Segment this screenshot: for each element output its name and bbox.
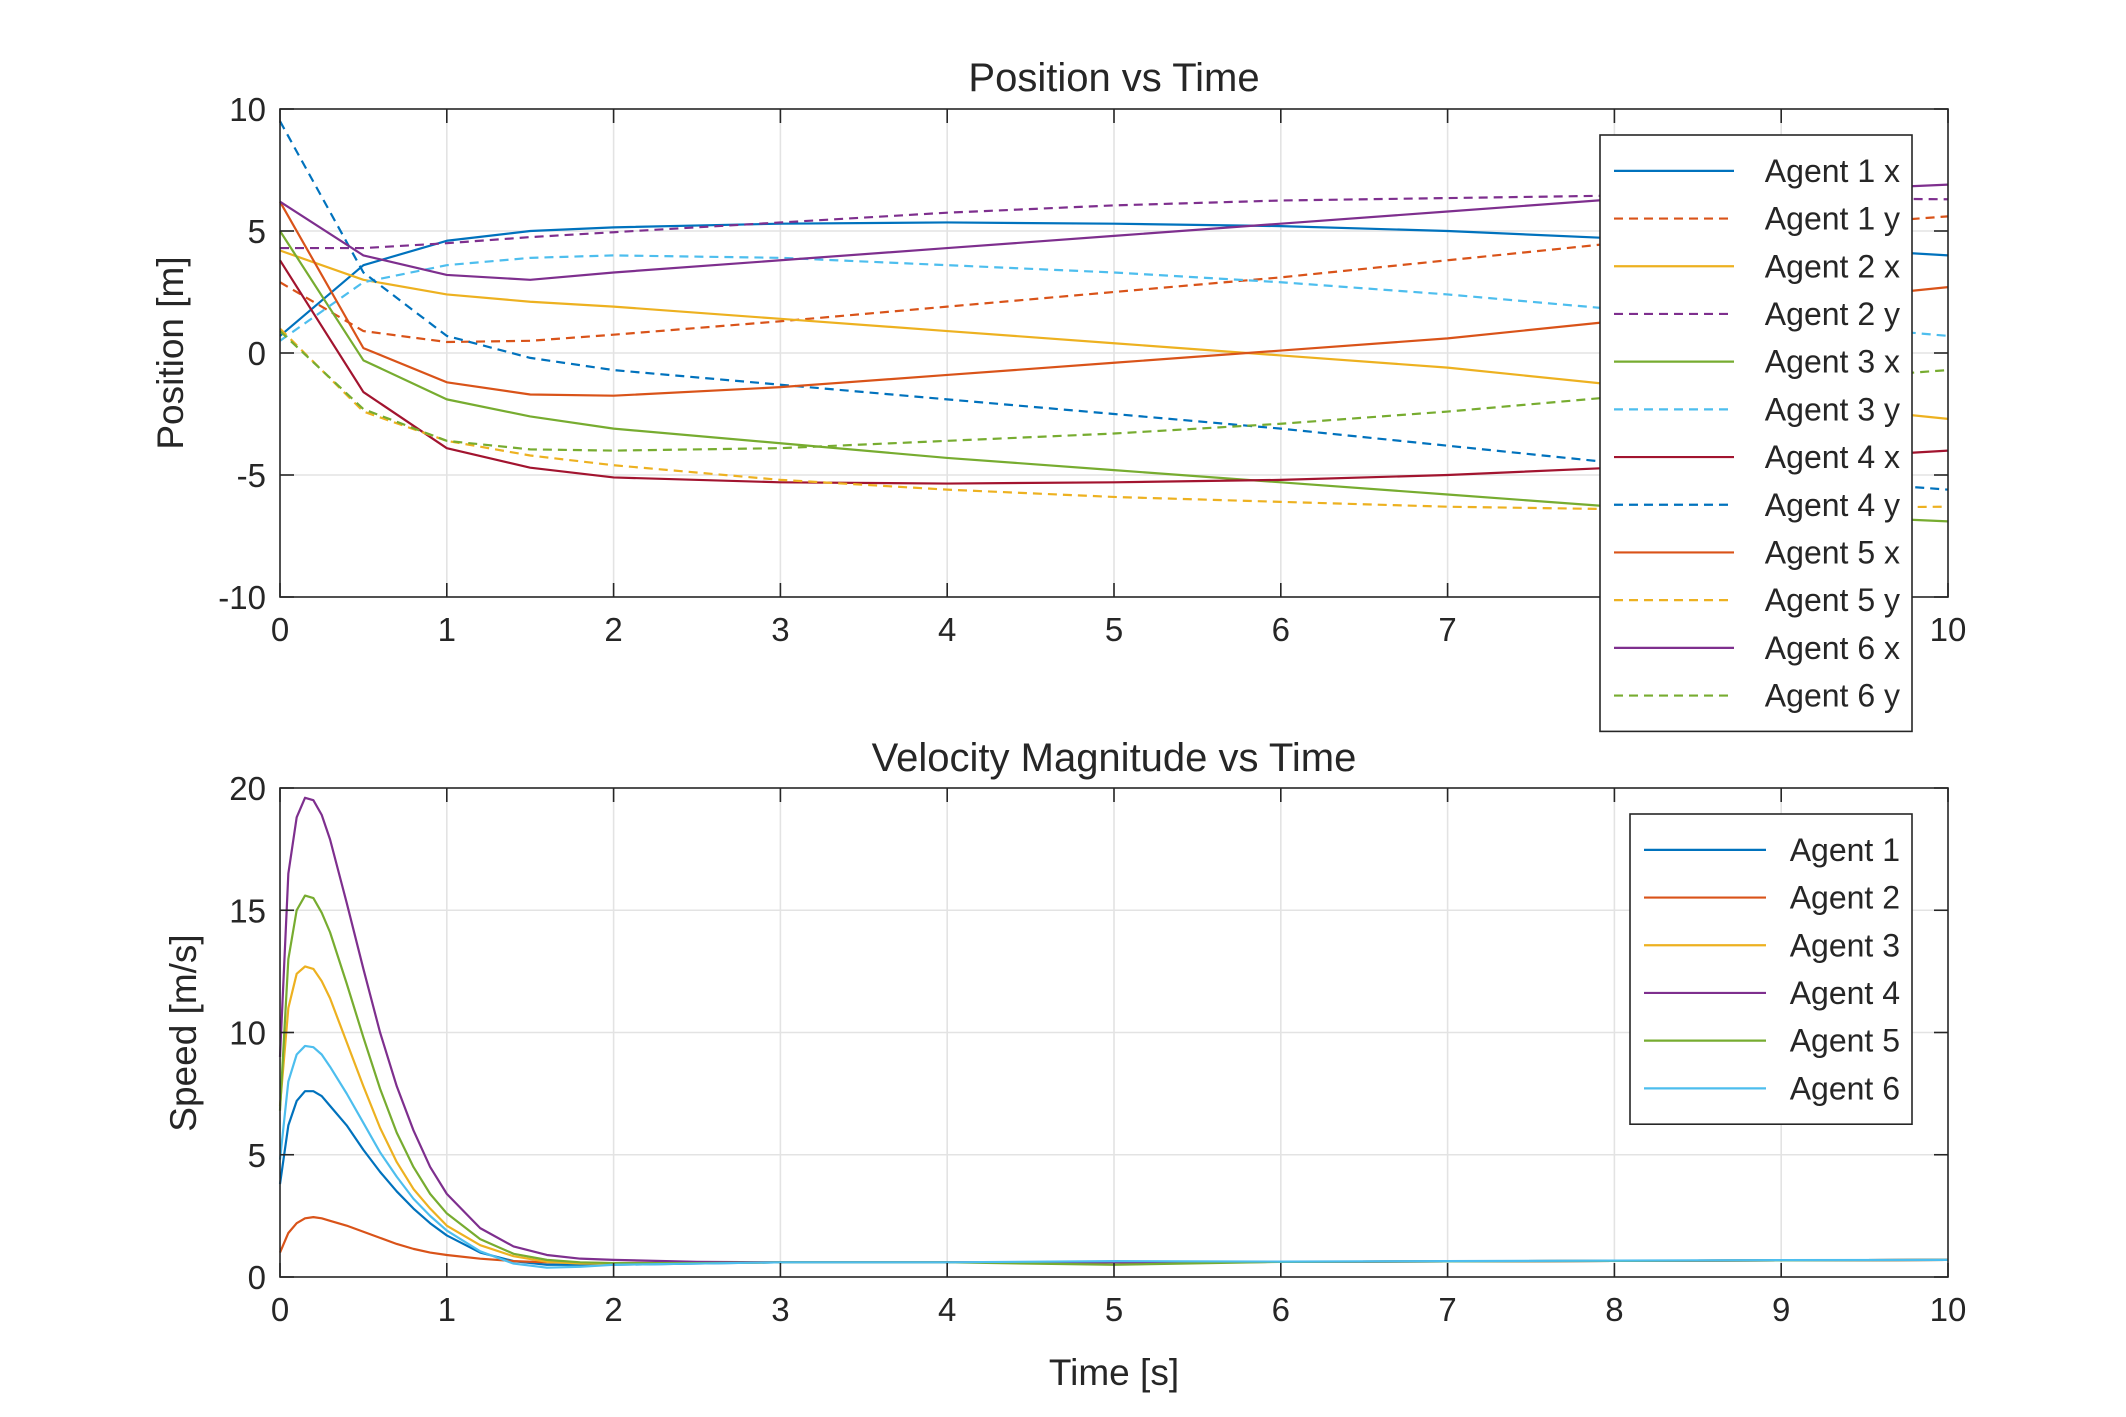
velocity-series-group <box>278 796 1949 1269</box>
position-chart-title: Position vs Time <box>968 56 1259 100</box>
velocity-legend-label-1: Agent 1 <box>1790 832 1900 868</box>
velocity-x-tick-label: 1 <box>438 1291 456 1328</box>
position-series-line-10 <box>279 327 1949 511</box>
velocity-x-tick-label: 5 <box>1105 1291 1123 1328</box>
position-x-tick-label: 10 <box>1930 611 1967 648</box>
velocity-series-line-6 <box>278 1044 1949 1269</box>
velocity-y-axis-label: Speed [m/s] <box>163 934 204 1131</box>
velocity-x-tick-label: 7 <box>1438 1291 1456 1328</box>
velocity-y-tick-label: 15 <box>229 892 266 929</box>
position-legend-label-8: Agent 4 y <box>1765 487 1900 523</box>
velocity-x-tick-label: 2 <box>604 1291 622 1328</box>
velocity-legend-label-2: Agent 2 <box>1790 880 1900 916</box>
velocity-legend-label-4: Agent 4 <box>1790 975 1900 1011</box>
velocity-y-tick-label: 20 <box>229 770 266 807</box>
position-y-tick-label: 0 <box>248 335 266 372</box>
position-legend-label-1: Agent 1 x <box>1765 153 1900 189</box>
position-legend-label-11: Agent 6 x <box>1765 630 1900 666</box>
position-x-tick-label: 4 <box>938 611 956 648</box>
position-legend-label-6: Agent 3 y <box>1765 391 1900 427</box>
position-legend-box <box>1599 134 1913 733</box>
velocity-x-tick-label: 8 <box>1605 1291 1623 1328</box>
velocity-x-tick-label: 6 <box>1272 1291 1290 1328</box>
position-y-tick-label: -10 <box>218 579 266 616</box>
velocity-legend: Agent 1 Agent 2 Agent 3 Agent 4 Agent 5 Agent… <box>1629 813 1913 1126</box>
position-x-tick-label: 3 <box>771 611 789 648</box>
position-legend-label-9: Agent 5 x <box>1765 534 1900 570</box>
velocity-y-tick-label: 10 <box>229 1015 266 1052</box>
position-x-tick-label: 5 <box>1105 611 1123 648</box>
velocity-y-tick-label: 5 <box>248 1137 266 1174</box>
velocity-y-tick-label: 0 <box>248 1259 266 1296</box>
position-series-line-8 <box>279 120 1949 491</box>
velocity-x-tick-label: 10 <box>1930 1291 1967 1328</box>
position-y-ticks: -10 -5 0 5 10 <box>218 91 1948 616</box>
position-legend-label-3: Agent 2 x <box>1765 248 1900 284</box>
velocity-x-tick-label: 9 <box>1772 1291 1790 1328</box>
position-legend-label-4: Agent 2 y <box>1765 296 1900 332</box>
position-x-tick-label: 6 <box>1272 611 1290 648</box>
velocity-x-axis-label: Time [s] <box>1049 1352 1179 1393</box>
velocity-y-ticks: 0 5 10 15 20 <box>229 770 1948 1296</box>
position-legend-label-7: Agent 4 x <box>1765 439 1900 475</box>
position-y-tick-label: -5 <box>237 457 266 494</box>
position-y-tick-label: 5 <box>248 213 266 250</box>
position-x-tick-label: 7 <box>1438 611 1456 648</box>
position-y-tick-label: 10 <box>229 91 266 128</box>
velocity-x-tick-label: 3 <box>771 1291 789 1328</box>
velocity-legend-label-3: Agent 3 <box>1790 927 1900 963</box>
position-x-tick-label: 0 <box>271 611 289 648</box>
velocity-legend-box <box>1629 813 1913 1126</box>
velocity-legend-label-6: Agent 6 <box>1790 1070 1900 1106</box>
position-legend-label-2: Agent 1 y <box>1765 201 1900 237</box>
velocity-x-tick-label: 0 <box>271 1291 289 1328</box>
position-x-tick-label: 2 <box>604 611 622 648</box>
velocity-chart: 0 1 2 3 4 5 6 7 8 9 10 0 5 10 15 20 Velocity Magnitude… <box>163 736 1966 1393</box>
position-x-tick-label: 1 <box>438 611 456 648</box>
velocity-legend-label-5: Agent 5 <box>1790 1023 1900 1059</box>
position-legend-label-12: Agent 6 y <box>1765 678 1900 714</box>
velocity-x-tick-label: 4 <box>938 1291 956 1328</box>
position-y-axis-label: Position [m] <box>150 256 191 449</box>
velocity-series-line-5 <box>278 894 1949 1266</box>
position-legend-label-10: Agent 5 y <box>1765 582 1900 618</box>
velocity-x-ticks: 0 1 2 3 4 5 6 7 8 9 10 <box>271 788 1967 1328</box>
position-legend: Agent 1 x Agent 1 y Agent 2 x Agent 2 y Agen… <box>1599 134 1913 733</box>
position-legend-label-5: Agent 3 x <box>1765 344 1900 380</box>
velocity-chart-title: Velocity Magnitude vs Time <box>872 736 1357 780</box>
